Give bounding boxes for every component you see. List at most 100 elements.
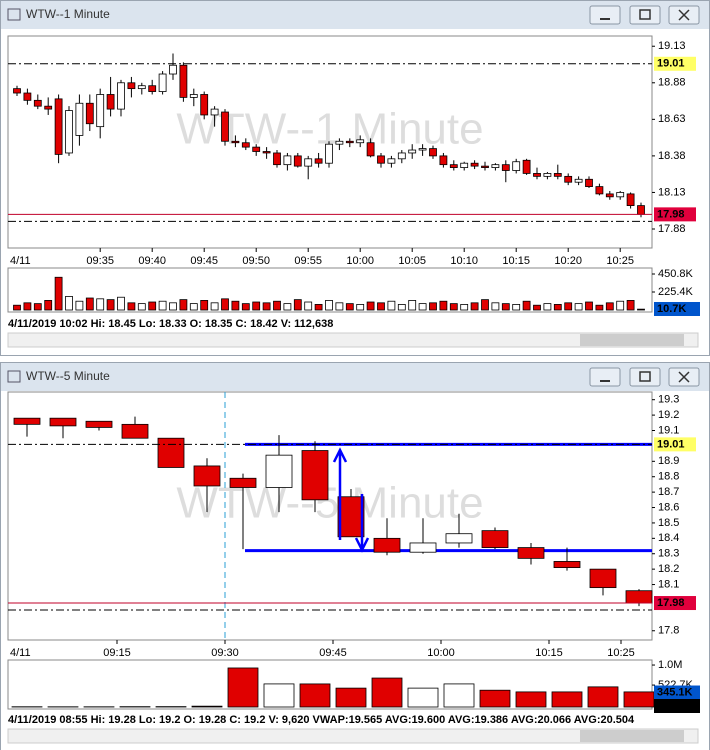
volume-bar bbox=[191, 705, 223, 708]
level-label-box bbox=[654, 596, 696, 611]
volume-bar bbox=[23, 302, 32, 311]
maximize-icon bbox=[639, 9, 651, 20]
date-label: 4/11 bbox=[10, 647, 31, 659]
level-label: 17.98 bbox=[657, 208, 685, 220]
candle-body bbox=[54, 98, 63, 155]
volume-tick-label: 450.8K bbox=[658, 268, 694, 280]
volume-bar bbox=[13, 304, 21, 311]
volume-bar bbox=[137, 303, 146, 311]
scrollbar[interactable] bbox=[7, 728, 699, 744]
price-panel bbox=[7, 35, 653, 249]
candle-body bbox=[121, 423, 149, 439]
candle-body bbox=[137, 85, 146, 90]
candle-body bbox=[373, 537, 401, 553]
candle-body bbox=[301, 450, 329, 501]
x-tick-label: 09:55 bbox=[294, 255, 322, 267]
volume-bar bbox=[252, 301, 261, 311]
volume-bar bbox=[106, 299, 115, 311]
volume-bar bbox=[637, 308, 645, 311]
volume-bar bbox=[418, 303, 427, 311]
candle-body bbox=[85, 420, 113, 428]
candle-body bbox=[189, 94, 198, 98]
candle-body bbox=[481, 165, 489, 168]
y-tick-label: 18.2 bbox=[658, 563, 679, 575]
candle-body bbox=[397, 152, 406, 160]
volume-bar bbox=[587, 686, 619, 708]
candle-body bbox=[200, 94, 209, 116]
candle-body bbox=[637, 205, 645, 215]
scrollbar-thumb[interactable] bbox=[580, 730, 684, 742]
y-tick-label: 18.6 bbox=[658, 501, 679, 513]
x-tick-label: 10:25 bbox=[607, 647, 635, 659]
level-label-box bbox=[654, 56, 696, 71]
volume-bar bbox=[356, 304, 365, 311]
volume-bar bbox=[439, 300, 448, 311]
candle-body bbox=[106, 94, 115, 110]
y-tick-label: 18.5 bbox=[658, 517, 679, 529]
candle-body bbox=[564, 175, 573, 183]
volume-bar bbox=[299, 683, 331, 708]
volume-marker-box bbox=[654, 302, 700, 316]
volume-bar bbox=[33, 303, 42, 311]
candle-body bbox=[49, 417, 77, 427]
volume-bar bbox=[231, 300, 240, 311]
candle-body bbox=[13, 88, 21, 94]
candle-body bbox=[314, 158, 323, 164]
volume-bar bbox=[479, 689, 511, 708]
volume-bar bbox=[626, 300, 635, 311]
window-icon bbox=[7, 8, 21, 21]
volume-bar bbox=[65, 296, 73, 311]
candle-body bbox=[522, 159, 531, 174]
y-tick-label: 17.8 bbox=[658, 625, 679, 637]
status-line: 4/11/2019 08:55 Hi: 19.28 Lo: 19.2 O: 19… bbox=[8, 714, 635, 726]
candle-body bbox=[517, 547, 545, 559]
candle-body bbox=[96, 94, 105, 128]
x-tick-label: 10:20 bbox=[554, 255, 582, 267]
volume-bar bbox=[263, 683, 295, 708]
volume-bar bbox=[616, 300, 625, 311]
scrollbar[interactable] bbox=[7, 332, 699, 348]
volume-bar bbox=[470, 302, 479, 311]
volume-bar bbox=[443, 683, 475, 708]
volume-bar bbox=[335, 302, 344, 311]
candle-body bbox=[366, 142, 375, 157]
volume-marker-label: 20.75 bbox=[657, 700, 685, 712]
volume-bar bbox=[335, 687, 367, 708]
volume-bar bbox=[293, 299, 302, 311]
candle-body bbox=[445, 533, 473, 544]
volume-bar bbox=[553, 304, 562, 311]
x-tick-label: 10:15 bbox=[502, 255, 530, 267]
volume-bar bbox=[189, 303, 198, 311]
volume-bar bbox=[429, 302, 437, 311]
volume-bar bbox=[407, 687, 439, 708]
candle-body bbox=[158, 73, 167, 92]
y-tick-label: 18.88 bbox=[658, 77, 686, 89]
volume-bar bbox=[148, 301, 157, 311]
volume-marker-label: 345.1K bbox=[657, 686, 693, 698]
y-tick-label: 18.9 bbox=[658, 455, 679, 467]
chart-window: WTW--5 Minute WTW--5 Minute 19.3 19.2 19.1 18… bbox=[0, 362, 710, 750]
close-icon bbox=[678, 371, 690, 383]
minimize-button[interactable] bbox=[589, 5, 621, 25]
candle-body bbox=[345, 140, 354, 144]
volume-bar bbox=[623, 691, 655, 708]
volume-bar bbox=[158, 300, 167, 311]
window-title: WTW--5 Minute bbox=[26, 369, 110, 383]
maximize-button[interactable] bbox=[629, 5, 661, 25]
volume-bar bbox=[397, 304, 406, 311]
volume-bar bbox=[543, 303, 552, 311]
candle-body bbox=[33, 99, 42, 107]
candle-body bbox=[356, 139, 365, 144]
maximize-button[interactable] bbox=[629, 367, 661, 387]
minimize-button[interactable] bbox=[589, 367, 621, 387]
volume-bar bbox=[85, 297, 94, 311]
x-tick-label: 09:15 bbox=[103, 647, 131, 659]
volume-bar bbox=[127, 302, 136, 311]
volume-bar bbox=[179, 299, 188, 311]
volume-bar bbox=[241, 303, 250, 311]
candle-body bbox=[229, 477, 257, 488]
volume-bar bbox=[283, 303, 292, 311]
candle-body bbox=[512, 161, 521, 171]
candle-body bbox=[501, 164, 510, 171]
scrollbar-thumb[interactable] bbox=[580, 334, 684, 346]
